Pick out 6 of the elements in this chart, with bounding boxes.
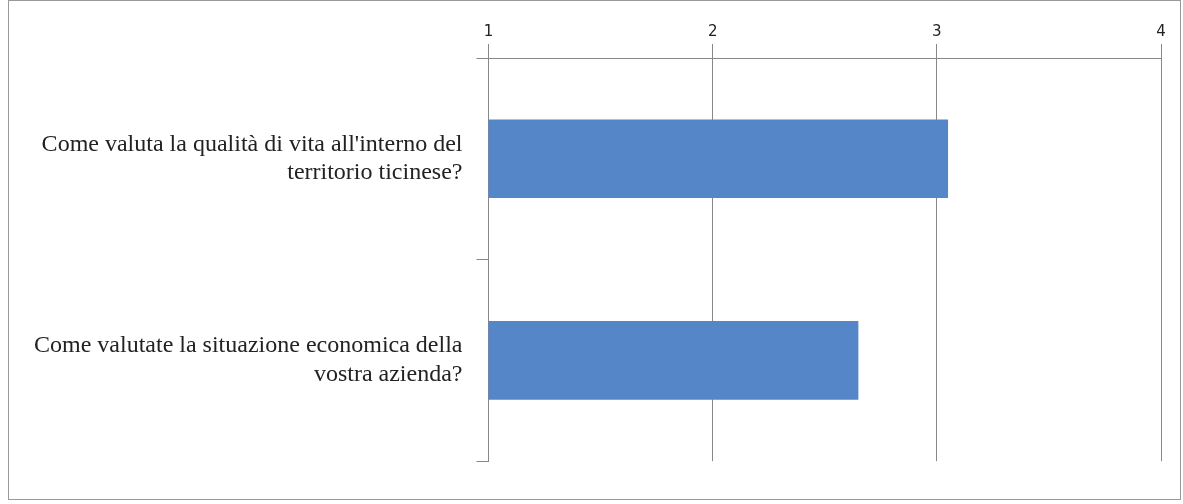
x-tick-label: 2 xyxy=(707,21,718,40)
y-tick-label: Come valuta la qualità di vita all'interno del territorio ticinese? xyxy=(41,129,463,185)
y-tick-label: Come valutate la situazione economica della vostra azienda? xyxy=(34,331,463,387)
x-tick-label: 3 xyxy=(932,21,942,40)
x-tick-label: 4 xyxy=(1156,21,1166,40)
x-tick-label: 1 xyxy=(483,21,494,40)
